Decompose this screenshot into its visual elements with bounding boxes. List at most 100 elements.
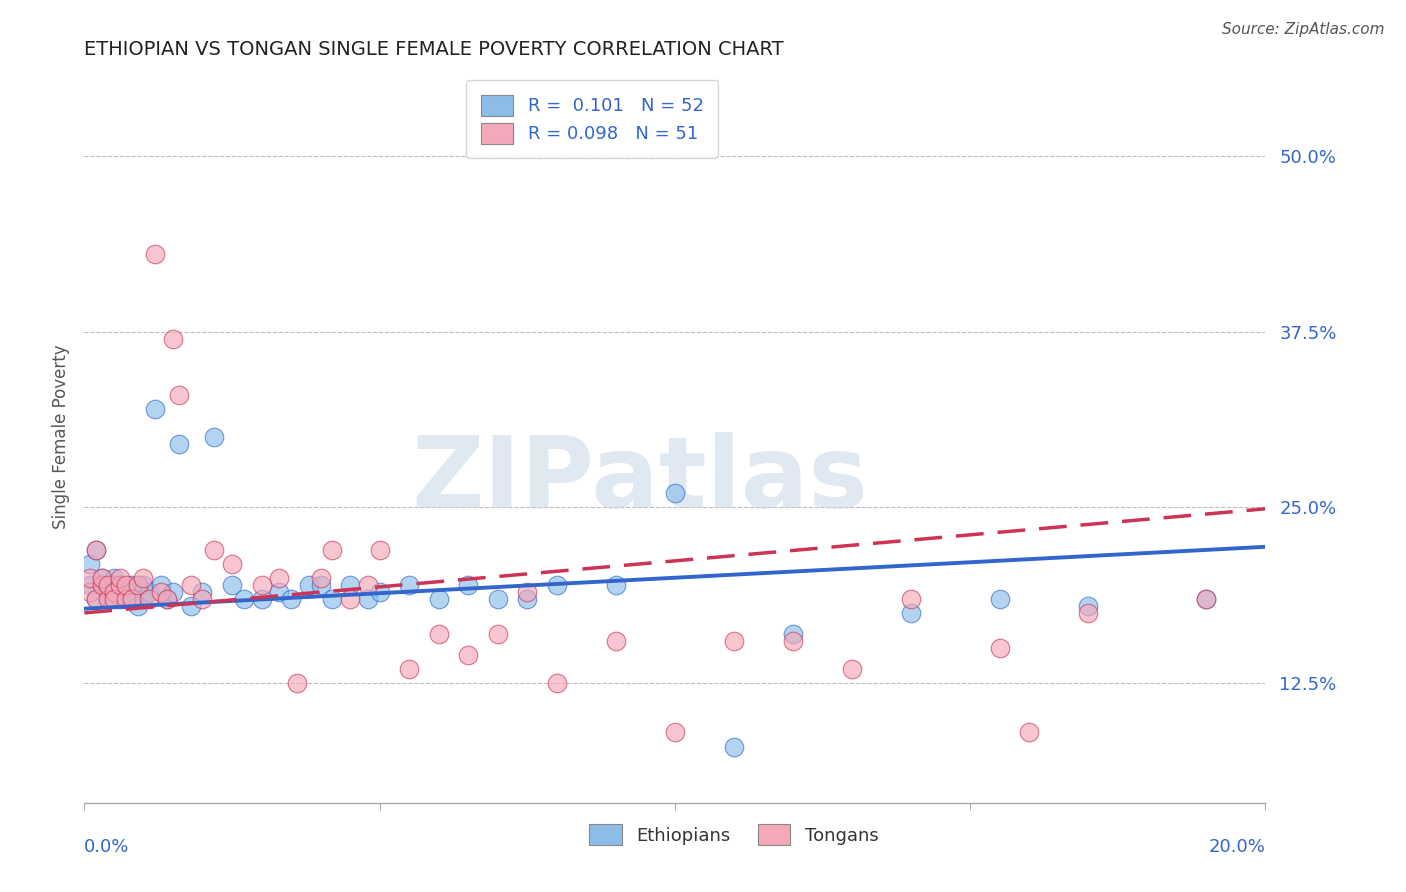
Point [162, 584, 184, 599]
Point [150, 584, 173, 599]
Point [321, 542, 343, 557]
Point [91, 571, 114, 585]
Point [988, 641, 1011, 656]
Point [546, 578, 568, 592]
Point [138, 591, 160, 606]
Point [723, 739, 745, 754]
Point [427, 627, 450, 641]
Point [988, 591, 1011, 606]
Point [900, 591, 922, 606]
Point [191, 584, 214, 599]
Point [143, 247, 166, 261]
Point [84, 542, 107, 557]
Point [486, 591, 509, 606]
Point [398, 662, 420, 676]
Point [143, 401, 166, 416]
Point [167, 437, 190, 451]
Text: ETHIOPIAN VS TONGAN SINGLE FEMALE POVERTY CORRELATION CHART: ETHIOPIAN VS TONGAN SINGLE FEMALE POVERT… [84, 39, 785, 59]
Point [84, 591, 107, 606]
Point [723, 634, 745, 648]
Point [782, 634, 804, 648]
Point [782, 627, 804, 641]
Point [103, 591, 125, 606]
Point [280, 591, 302, 606]
Point [486, 627, 509, 641]
Point [221, 578, 243, 592]
Point [516, 591, 538, 606]
Point [339, 591, 361, 606]
Point [132, 591, 155, 606]
Point [1077, 606, 1099, 620]
Point [84, 591, 107, 606]
Text: ZIPatlas: ZIPatlas [411, 433, 868, 530]
Point [427, 591, 450, 606]
Point [138, 584, 160, 599]
Point [103, 571, 125, 585]
Point [298, 578, 321, 592]
Point [108, 578, 131, 592]
Point [121, 578, 143, 592]
Point [664, 486, 686, 500]
Point [457, 648, 479, 662]
Point [321, 591, 343, 606]
Point [309, 578, 332, 592]
Point [121, 591, 143, 606]
Point [900, 606, 922, 620]
Point [202, 542, 225, 557]
Point [180, 599, 202, 613]
Point [132, 571, 155, 585]
Point [162, 332, 184, 346]
Point [132, 578, 155, 592]
Point [97, 578, 120, 592]
Point [605, 634, 627, 648]
Point [108, 578, 131, 592]
Point [357, 578, 380, 592]
Point [269, 571, 291, 585]
Point [127, 599, 149, 613]
Point [605, 578, 627, 592]
Point [156, 591, 179, 606]
Point [91, 578, 114, 592]
Point [1018, 725, 1040, 739]
Point [79, 584, 101, 599]
Legend: Ethiopians, Tongans: Ethiopians, Tongans [582, 817, 886, 852]
Point [1195, 591, 1218, 606]
Point [368, 542, 391, 557]
Point [127, 578, 149, 592]
Point [114, 584, 136, 599]
Point [250, 578, 273, 592]
Point [91, 571, 114, 585]
Point [368, 584, 391, 599]
Point [114, 591, 136, 606]
Point [97, 591, 120, 606]
Point [1195, 591, 1218, 606]
Point [114, 591, 136, 606]
Point [79, 571, 101, 585]
Point [84, 542, 107, 557]
Point [232, 591, 254, 606]
Point [103, 584, 125, 599]
Point [103, 578, 125, 592]
Point [250, 591, 273, 606]
Text: Source: ZipAtlas.com: Source: ZipAtlas.com [1222, 22, 1385, 37]
Text: 20.0%: 20.0% [1209, 838, 1265, 856]
Point [1077, 599, 1099, 613]
Y-axis label: Single Female Poverty: Single Female Poverty [52, 345, 70, 529]
Point [398, 578, 420, 592]
Point [202, 430, 225, 444]
Point [97, 591, 120, 606]
Point [167, 388, 190, 402]
Point [664, 725, 686, 739]
Point [841, 662, 863, 676]
Point [221, 557, 243, 571]
Point [156, 591, 179, 606]
Point [114, 578, 136, 592]
Point [285, 676, 308, 690]
Point [108, 591, 131, 606]
Point [457, 578, 479, 592]
Point [108, 571, 131, 585]
Point [516, 584, 538, 599]
Point [79, 557, 101, 571]
Point [309, 571, 332, 585]
Point [357, 591, 380, 606]
